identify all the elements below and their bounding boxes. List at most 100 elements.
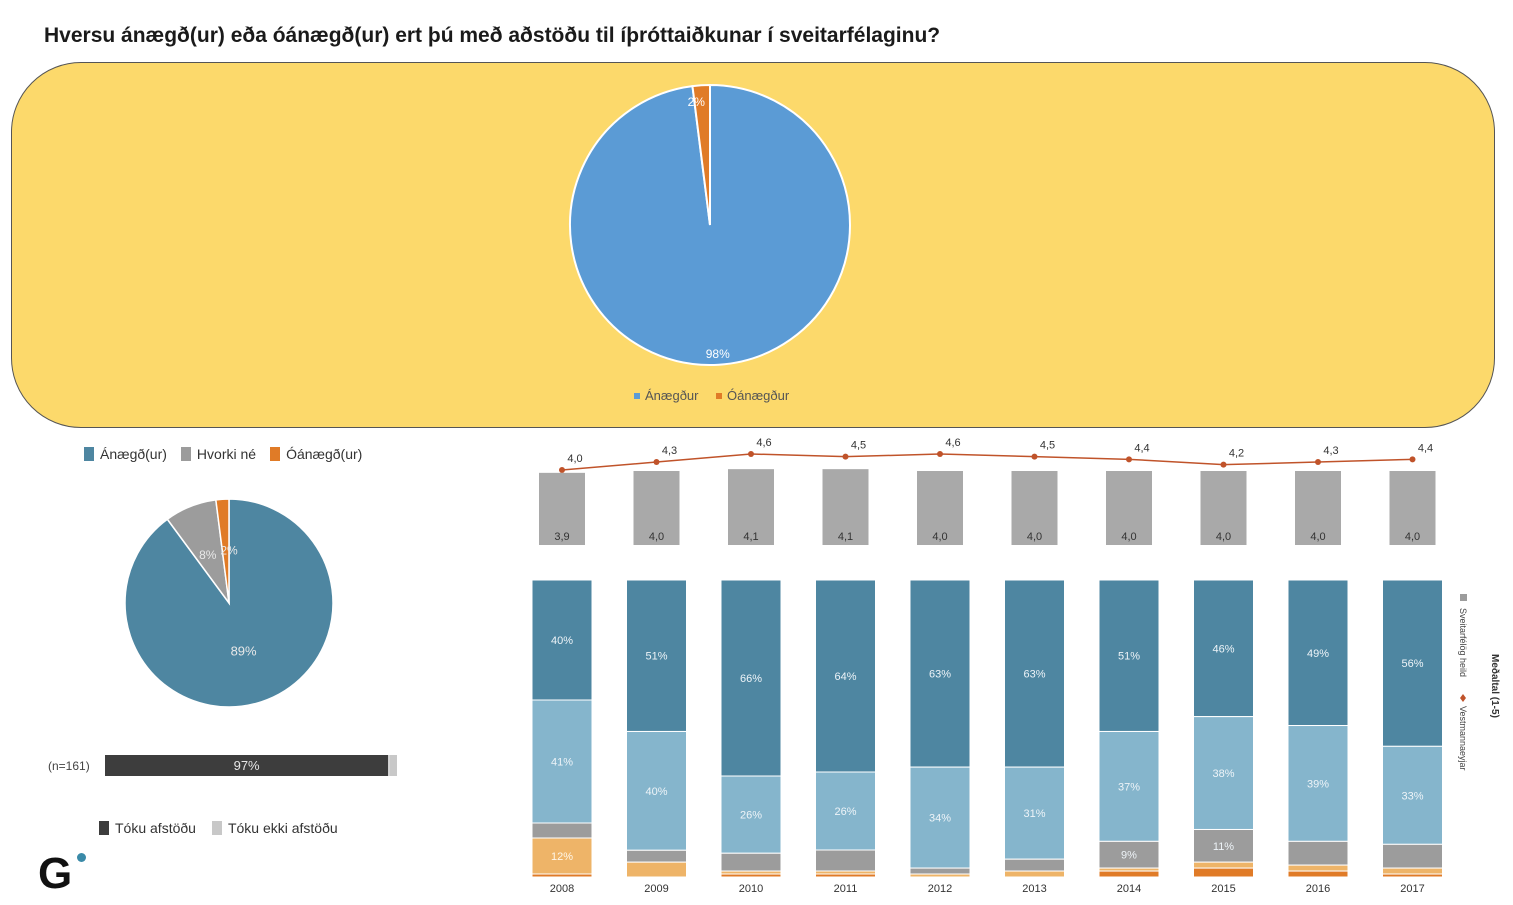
stacked-label-satisfied: 40% — [645, 786, 667, 798]
x-tick-label: 2017 — [1400, 883, 1424, 895]
small-pie-slice-dissatisfied — [214, 498, 230, 604]
trend-chart: 4,0 4,3 4,6 4,5 4,6 4,5 4,4 4,2 4,3 4,4 3,9 4,0 4,1 4… — [531, 437, 1443, 895]
gallup-logo-dot — [77, 853, 86, 862]
mean-bar-national — [1011, 471, 1058, 545]
mean-line-label: 4,3 — [662, 445, 677, 457]
stacked-label-very-satisfied: 64% — [834, 671, 856, 683]
stacked-segment-very-satisfied — [815, 579, 876, 773]
stacked-label-very-satisfied: 51% — [1118, 651, 1140, 663]
mean-legend-swatch-local — [1460, 694, 1466, 702]
mean-line-point — [937, 451, 943, 457]
stacked-segment-neutral — [720, 852, 782, 872]
stacked-segment-satisfied — [720, 775, 782, 854]
stacked-segment-satisfied — [1382, 745, 1443, 845]
response-rate-bar: (n=161) 97% — [48, 755, 397, 776]
stacked-label-satisfied: 41% — [551, 757, 573, 769]
stacked-label-very-satisfied: 63% — [1023, 669, 1045, 681]
mean-bar-national — [917, 471, 963, 545]
mean-line-point — [559, 467, 565, 473]
mean-bar-national — [1106, 471, 1152, 545]
mean-line-label: 4,6 — [756, 437, 771, 449]
top-legend-label-satisfied: Ánægður — [645, 388, 699, 403]
legend-item-neutral: Hvorki né — [180, 446, 256, 462]
mean-line-label: 4,3 — [1323, 445, 1338, 457]
stacked-segment-very-satisfied — [1287, 579, 1349, 727]
mean-line-point — [1126, 456, 1132, 463]
x-tick-label: 2011 — [834, 883, 858, 895]
stacked-segment-neutral — [626, 849, 687, 863]
mean-line-label: 4,4 — [1418, 442, 1433, 454]
small-pie-chart: 89% 8% 2% — [124, 498, 334, 708]
x-tick-label: 2016 — [1306, 883, 1330, 895]
mean-line-point — [1220, 461, 1227, 468]
stacked-label-very-satisfied: 40% — [551, 635, 573, 647]
mean-line-label: 4,0 — [567, 453, 582, 465]
stacked-label-satisfied: 34% — [929, 813, 951, 825]
stacked-segment-dissatisfied — [1193, 861, 1254, 869]
legend-swatch-dissatisfied — [270, 447, 281, 461]
stacked-segment-very-dissatisfied — [1193, 867, 1254, 878]
x-tick-label: 2014 — [1117, 883, 1141, 895]
stacked-segment-dissatisfied — [1382, 867, 1443, 875]
legend-item-dissatisfied: Óánægð(ur) — [270, 446, 362, 462]
stacked-segment-dissatisfied — [909, 873, 971, 878]
mean-bar-national — [1200, 471, 1247, 545]
legend-swatch-no-stance — [211, 821, 222, 835]
stacked-segment-neutral — [531, 822, 593, 839]
mean-line-point — [1315, 459, 1321, 465]
stacked-label-very-satisfied: 63% — [929, 669, 951, 681]
stacked-label-satisfied: 39% — [1307, 778, 1329, 790]
legend-swatch-satisfied — [84, 447, 94, 461]
stacked-label-satisfied: 38% — [1212, 768, 1234, 780]
mean-line-vestmannaeyjar — [561, 453, 1413, 471]
legend-label-dissatisfied: Óánægð(ur) — [286, 446, 363, 462]
mean-bar-national — [822, 469, 869, 545]
top-pie-slice-dissatisfied — [691, 83, 711, 226]
small-pie-label-dissatisfied: 2% — [220, 544, 238, 558]
stacked-label-dissatisfied: 12% — [551, 851, 573, 863]
stacked-segment-satisfied — [815, 771, 876, 851]
legend-item-took-stance: Tóku afstöðu — [99, 820, 196, 836]
mean-bar-label: 4,0 — [1405, 531, 1420, 543]
stacked-segment-dissatisfied — [626, 861, 687, 878]
mean-legend-title: Meðaltal (1-5) — [1489, 654, 1500, 718]
mean-bar-label: 4,0 — [1216, 531, 1231, 543]
mean-line-point — [653, 459, 660, 465]
mean-bar-label: 4,0 — [932, 531, 947, 543]
response-bar-label: 97% — [234, 758, 260, 773]
stacked-segment-very-dissatisfied — [1287, 870, 1349, 878]
stacked-label-very-satisfied: 66% — [740, 673, 762, 685]
small-pie-label-neutral: 8% — [199, 548, 217, 562]
mean-bar-label: 3,9 — [554, 531, 569, 543]
stacked-segment-very-satisfied — [1193, 579, 1254, 718]
response-bar-took-stance — [105, 755, 389, 776]
mean-bar-national — [539, 472, 585, 545]
mean-bar-label: 4,0 — [1310, 531, 1325, 543]
mean-bar-label: 4,0 — [1027, 531, 1042, 543]
page-title: Hversu ánægð(ur) eða óánægð(ur) ert þú m… — [44, 24, 941, 47]
satisfaction-legend: Ánægð(ur) Hvorki né Óánægð(ur) — [84, 446, 362, 462]
x-tick-label: 2015 — [1211, 883, 1235, 895]
mean-bar-national — [1295, 471, 1341, 545]
stacked-segment-very-dissatisfied — [531, 873, 593, 878]
mean-line-point — [1031, 453, 1038, 460]
stacked-label-satisfied: 37% — [1118, 781, 1140, 793]
response-n-label: (n=161) — [48, 759, 90, 773]
stacked-segment-neutral — [815, 849, 876, 872]
stacked-segment-very-satisfied — [1004, 579, 1065, 768]
mean-bar-label: 4,1 — [838, 531, 853, 543]
stacked-segment-neutral — [1193, 828, 1254, 863]
stacked-segment-very-satisfied — [1098, 579, 1160, 732]
mean-line-label: 4,4 — [1134, 442, 1149, 454]
stacked-segment-very-satisfied — [531, 579, 593, 701]
x-tick-label: 2009 — [644, 883, 668, 895]
stacked-segment-neutral — [1382, 843, 1443, 869]
top-legend-swatch-dissatisfied — [716, 393, 722, 399]
stacked-segment-satisfied — [1287, 725, 1349, 842]
legend-label-no-stance: Tóku ekki afstöðu — [227, 820, 338, 836]
mean-line-point — [1409, 456, 1416, 463]
legend-item-satisfied: Ánægð(ur) — [84, 446, 167, 462]
top-legend-swatch-satisfied — [634, 393, 640, 399]
stacked-segment-very-dissatisfied — [1098, 870, 1160, 878]
stacked-segment-satisfied — [626, 730, 687, 851]
